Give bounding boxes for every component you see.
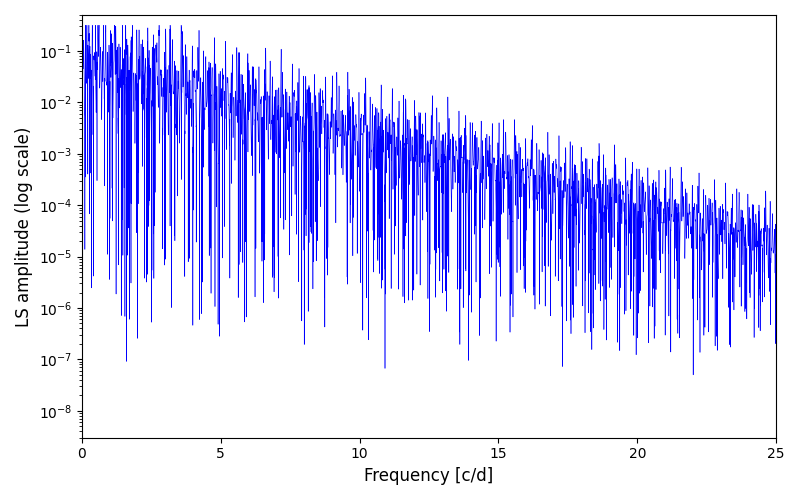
X-axis label: Frequency [c/d]: Frequency [c/d] xyxy=(364,467,494,485)
Y-axis label: LS amplitude (log scale): LS amplitude (log scale) xyxy=(15,126,33,326)
